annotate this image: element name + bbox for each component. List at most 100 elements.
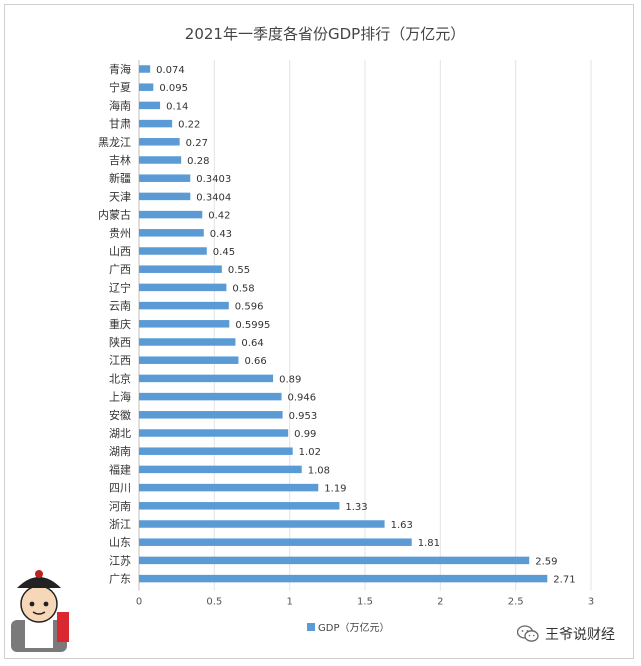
data-label: 0.66: [244, 356, 266, 367]
data-label: 1.19: [324, 484, 346, 495]
data-label: 0.99: [294, 429, 316, 440]
x-tick-label: 2.5: [508, 597, 524, 608]
data-label: 0.42: [208, 211, 230, 222]
data-label: 0.22: [178, 120, 200, 131]
bar: [139, 101, 161, 110]
data-label: 0.953: [289, 411, 318, 422]
data-label: 0.27: [186, 138, 208, 149]
bar: [139, 556, 530, 565]
data-label: 1.08: [308, 465, 330, 476]
category-label: 吉林: [109, 153, 131, 167]
x-tick-label: 2: [437, 597, 443, 608]
bar: [139, 411, 283, 419]
category-label: 山西: [109, 245, 131, 258]
bar: [139, 229, 204, 237]
bar: [139, 174, 191, 182]
bar: [139, 483, 319, 492]
category-label: 广西: [109, 263, 131, 276]
category-label: 安徽: [109, 408, 131, 422]
chart-title: 2021年一季度各省份GDP排行（万亿元）: [185, 25, 465, 43]
bar: [139, 538, 412, 546]
data-label: 2.59: [535, 556, 557, 567]
data-label: 0.43: [210, 229, 232, 240]
bar: [139, 338, 236, 346]
data-label: 0.45: [213, 247, 235, 258]
category-label: 内蒙古: [98, 208, 131, 222]
data-label: 1.02: [299, 447, 321, 458]
data-label: 1.63: [391, 520, 413, 531]
data-label: 0.3404: [196, 192, 231, 203]
bar: [139, 465, 302, 474]
category-label: 河南: [109, 500, 131, 513]
bar: [139, 65, 151, 73]
bar: [139, 283, 227, 292]
data-label: 2.71: [553, 575, 575, 586]
category-label: 云南: [109, 300, 131, 313]
bars-layer: [139, 65, 548, 583]
data-label: 0.5995: [235, 320, 270, 331]
x-tick-label: 0: [136, 597, 142, 608]
bar: [139, 374, 274, 383]
cartoon-character-icon: [11, 570, 69, 652]
category-label: 重庆: [109, 317, 131, 331]
labels-layer: 0 0.5 1 1.5 2 2.5 3 青海 0.074 宁夏 0.095 海南 0.14 甘肃 0.22 黑…: [98, 62, 594, 608]
bar: [139, 210, 203, 219]
bar: [139, 320, 230, 328]
data-label: 0.946: [288, 393, 317, 404]
data-label: 0.58: [232, 283, 254, 294]
grid-layer: [138, 60, 592, 591]
bar: [139, 574, 548, 583]
wechat-icon: [517, 625, 539, 642]
x-tick-label: 1: [286, 597, 292, 608]
category-label: 湖南: [109, 445, 131, 458]
watermark-text: 王爷说财经: [545, 627, 615, 643]
chart-svg: 2021年一季度各省份GDP排行（万亿元） 0 0.5 1 1.5 2 2.5 3 青海 0.0…: [98, 25, 594, 634]
chart-frame: 2021年一季度各省份GDP排行（万亿元） 0 0.5 1 1.5 2 2.5 3 青海 0.0…: [4, 4, 634, 659]
data-label: 0.28: [187, 156, 209, 167]
cartoon-sticker: [7, 560, 71, 652]
watermark: 王爷说财经: [517, 624, 615, 644]
bar: [139, 429, 289, 437]
legend-swatch: [307, 623, 315, 631]
category-label: 湖北: [109, 427, 131, 440]
category-label: 甘肃: [109, 118, 131, 131]
data-label: 0.074: [156, 65, 185, 76]
data-label: 1.81: [418, 538, 440, 549]
category-label: 陕西: [109, 335, 131, 349]
data-label: 0.596: [235, 302, 264, 313]
category-label: 山东: [109, 536, 131, 549]
bar: [139, 356, 239, 364]
category-label: 四川: [109, 482, 131, 495]
bar: [139, 265, 222, 273]
category-label: 贵州: [109, 227, 131, 240]
bar: [139, 119, 173, 128]
category-label: 新疆: [109, 171, 131, 185]
category-label: 青海: [109, 62, 131, 76]
data-label: 0.14: [166, 101, 188, 112]
data-label: 0.3403: [196, 174, 231, 185]
bar: [139, 447, 293, 455]
bar: [139, 502, 340, 510]
legend: GDP（万亿元）: [307, 621, 389, 634]
category-label: 广东: [109, 573, 131, 586]
category-label: 宁夏: [109, 80, 131, 94]
data-label: 0.095: [159, 83, 188, 94]
bar: [139, 83, 154, 91]
category-label: 辽宁: [109, 280, 131, 294]
data-label: 1.33: [345, 502, 367, 513]
bar: [139, 301, 229, 310]
category-label: 浙江: [109, 518, 131, 531]
category-label: 福建: [109, 462, 131, 476]
legend-label: GDP（万亿元）: [318, 621, 389, 634]
bar: [139, 192, 191, 201]
bar: [139, 156, 182, 164]
category-label: 北京: [109, 371, 131, 385]
data-label: 0.89: [279, 374, 301, 385]
x-tick-label: 0.5: [206, 597, 222, 608]
category-label: 江西: [109, 354, 131, 367]
category-label: 黑龙江: [98, 136, 131, 149]
category-label: 上海: [109, 390, 131, 404]
data-label: 0.64: [241, 338, 263, 349]
category-label: 江苏: [109, 554, 131, 567]
data-label: 0.55: [228, 265, 250, 276]
